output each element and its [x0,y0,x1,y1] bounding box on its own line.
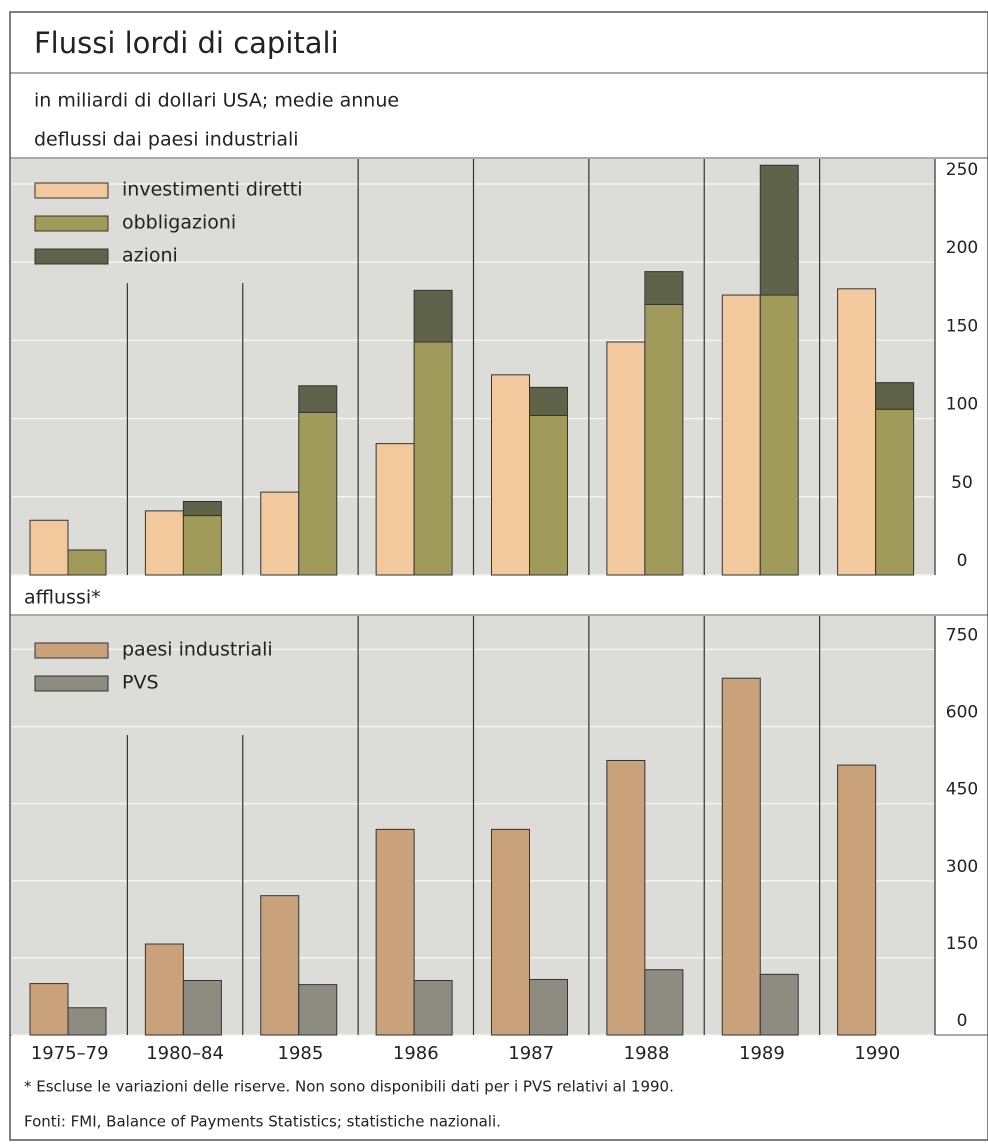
bar [721,677,761,1036]
bar [413,341,453,576]
bar [491,828,530,1036]
bar [182,515,222,576]
y-tick-label: 450 [946,780,978,800]
bar [298,385,338,413]
bar [644,303,684,576]
bar [413,980,453,1036]
bar [144,510,184,576]
bar [182,500,222,517]
bar [606,341,646,576]
legend-swatch [34,248,109,265]
legend-label: obbligazioni [122,212,236,234]
footnote: Fonti: FMI, Balance of Payments Statisti… [24,1113,501,1131]
bar [298,411,338,576]
y-tick-label: 50 [951,473,973,493]
bar [837,288,877,576]
bar [759,294,799,576]
x-tick-label: 1989 [739,1043,785,1064]
x-tick-label: 1990 [854,1043,900,1064]
x-tick-label: 1988 [624,1043,670,1064]
legend-label: paesi industriali [122,639,273,661]
legend-label: azioni [122,245,178,267]
panel-label: afflussi* [24,587,101,609]
y-tick-label: 0 [957,1011,968,1031]
legend-swatch [34,642,109,659]
bar [298,984,338,1036]
y-tick-label: 750 [946,625,978,645]
bar [529,386,568,416]
bar [759,164,799,296]
chart-title: Flussi lordi di capitali [34,26,339,60]
bar [529,414,568,576]
bar [375,443,415,576]
y-tick-label: 300 [946,857,978,877]
bar [644,271,684,305]
legend-swatch [34,215,109,232]
x-tick-label: 1985 [278,1043,324,1064]
bar [260,895,300,1036]
bar [837,764,877,1036]
y-tick-label: 250 [946,160,978,180]
legend-label: investimenti diretti [122,179,303,201]
bar [413,289,453,343]
y-tick-label: 150 [946,316,978,336]
bar [491,374,530,576]
y-tick-label: 600 [946,703,978,723]
bar [144,943,184,1036]
y-tick-label: 0 [957,551,968,571]
bar [721,294,761,576]
x-tick-label: 1986 [393,1043,439,1064]
bar [260,491,300,576]
bar [875,408,915,576]
bar [606,759,646,1036]
legend-swatch [34,675,109,692]
bar [67,549,107,576]
bar [29,519,69,576]
footnote: * Escluse le variazioni delle riserve. N… [24,1078,674,1096]
bar [529,978,568,1036]
legend-label: PVS [122,672,159,694]
subtitle: in miliardi di dollari USA; medie annue [34,90,399,112]
bar [29,983,69,1036]
bar [182,980,222,1036]
x-tick-label: 1987 [508,1043,554,1064]
panel-label: deflussi dai paesi industriali [34,129,299,151]
bar [375,828,415,1036]
legend-swatch [34,182,109,199]
x-tick-label: 1975–79 [31,1043,109,1064]
bar [644,969,684,1036]
y-tick-label: 100 [946,395,978,415]
y-tick-label: 150 [946,934,978,954]
y-tick-label: 200 [946,238,978,258]
bar [759,973,799,1036]
bar [875,382,915,410]
bar [67,1007,107,1036]
x-tick-label: 1980–84 [146,1043,224,1064]
